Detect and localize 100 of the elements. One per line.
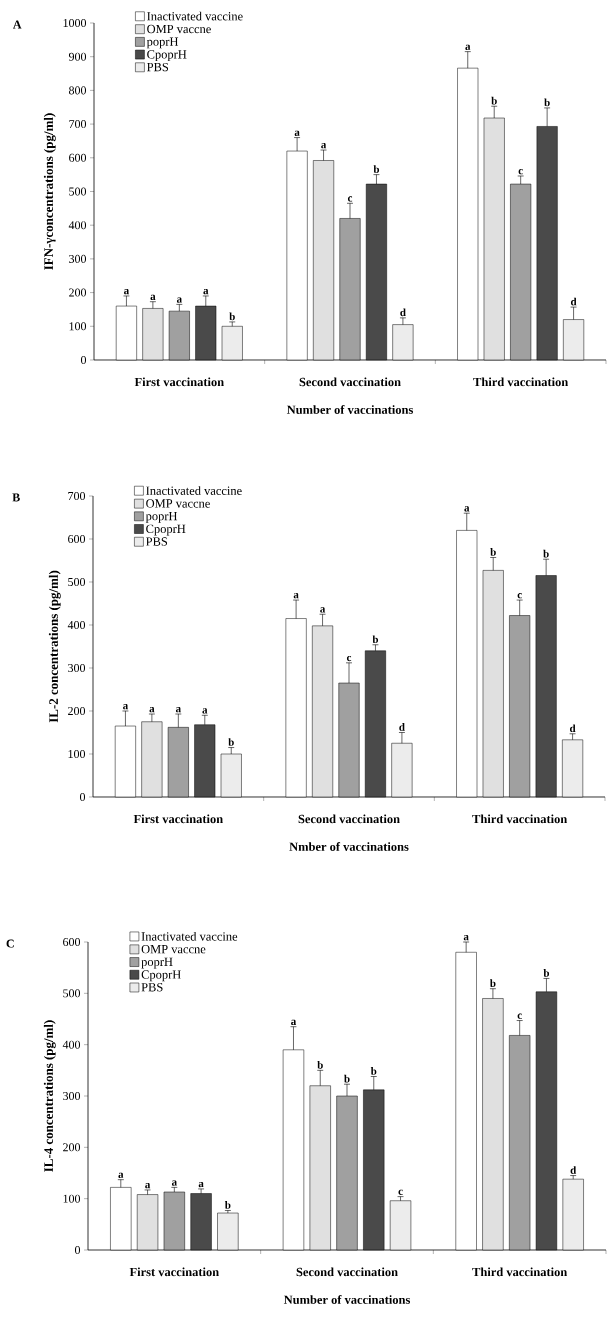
data-label: b (224, 1201, 231, 1209)
y-tick-label: 200 (68, 706, 86, 716)
data-label: d (399, 723, 405, 731)
legend-label: PBS (146, 537, 168, 546)
data-label: b (372, 635, 379, 644)
y-axis-title: IL-2 concentrations (pg/ml) (48, 570, 61, 723)
data-label: c (517, 593, 522, 599)
data-label: a (203, 289, 209, 295)
y-tick-label: 0 (74, 1245, 81, 1255)
y-tick-label: 100 (68, 749, 86, 759)
chart-title: C (6, 939, 14, 948)
x-tick-label: First vaccination (133, 814, 223, 824)
y-tick-label: 700 (68, 491, 86, 501)
x-axis-title: Number of vaccinations (283, 1295, 410, 1304)
legend-label: Inactivated vaccine (146, 486, 242, 495)
x-tick-label: Second vaccination (298, 814, 400, 824)
data-label: b (491, 96, 497, 105)
y-tick-label: 300 (68, 663, 86, 673)
x-axis-title: Number of vaccinations (286, 405, 413, 414)
legend-label: OMP vaccne (141, 945, 206, 954)
data-label: b (543, 969, 550, 977)
y-tick-label: 700 (69, 120, 87, 129)
data-label: b (344, 1074, 350, 1083)
data-label: c (346, 655, 352, 662)
data-label: a (176, 297, 182, 303)
data-label: a (464, 506, 470, 512)
data-label: b (544, 98, 550, 107)
y-tick-label: 900 (68, 52, 87, 61)
x-tick-label: First vaccination (129, 1267, 219, 1277)
y-tick-label: 500 (69, 187, 87, 196)
y-tick-label: 600 (69, 153, 87, 162)
x-tick-label: First vaccination (134, 377, 224, 387)
y-tick-label: 100 (69, 322, 87, 331)
legend-label: OMP vaccne (147, 24, 211, 34)
data-label: c (347, 196, 353, 202)
chart-title: A (13, 20, 22, 29)
data-label: b (370, 1067, 377, 1075)
data-label: a (198, 1181, 204, 1188)
legend-label: Inactivated vaccine (147, 11, 243, 21)
data-label: d (570, 297, 577, 306)
data-label: a (175, 707, 181, 713)
data-label: a (321, 143, 327, 149)
legend-label: PBS (141, 983, 163, 992)
y-tick-label: 0 (80, 355, 87, 365)
data-label: b (228, 738, 234, 746)
y-axis-title: IL-4 concentrations (pg/ml) (43, 1020, 56, 1172)
data-label: c (517, 1013, 522, 1019)
data-label: d (400, 308, 406, 317)
data-label: b (373, 165, 380, 173)
data-label: b (490, 979, 496, 988)
legend-label: poprH (141, 957, 173, 969)
data-label: a (123, 704, 128, 710)
y-tick-label: 200 (69, 288, 87, 297)
y-tick-label: 0 (79, 792, 86, 802)
y-tick-label: 500 (63, 989, 81, 998)
data-label: a (202, 708, 208, 714)
x-axis-title: Nmber of vaccinations (289, 842, 409, 851)
data-label: a (124, 289, 129, 295)
legend-label: CpoprH (141, 970, 181, 982)
y-axis-title: IFN-γconcentrations (pg/ml) (43, 113, 56, 270)
data-label: d (570, 1166, 577, 1174)
y-tick-label: 600 (68, 534, 86, 544)
x-tick-label: Third vaccination (473, 377, 569, 387)
x-tick-label: Third vaccination (472, 814, 568, 824)
data-label: a (293, 593, 299, 599)
data-label: b (229, 312, 235, 321)
y-tick-label: 1000 (63, 18, 87, 28)
data-label: a (291, 1019, 297, 1026)
y-tick-label: 300 (69, 254, 87, 263)
y-tick-label: 800 (69, 86, 87, 95)
data-label: b (317, 1060, 323, 1069)
y-tick-label: 400 (67, 620, 86, 630)
data-label: c (518, 169, 523, 175)
data-label: a (171, 1180, 177, 1186)
data-label: b (543, 549, 549, 558)
y-tick-label: 400 (62, 1040, 81, 1049)
data-label: c (398, 1189, 403, 1195)
x-tick-label: Second vaccination (299, 377, 401, 387)
legend-label: OMP vaccne (146, 499, 210, 508)
legend-label: CpoprH (147, 50, 187, 62)
data-label: a (320, 607, 326, 613)
y-tick-label: 400 (68, 221, 87, 230)
data-label: b (490, 548, 496, 556)
data-label: a (465, 44, 471, 50)
y-tick-label: 200 (63, 1143, 81, 1152)
data-label: d (569, 724, 576, 733)
data-label: a (463, 935, 469, 941)
legend-label: PBS (147, 62, 169, 72)
legend-label: Inactivated vaccine (141, 931, 238, 941)
y-tick-label: 300 (63, 1091, 81, 1101)
legend-label: poprH (145, 512, 178, 523)
chart-title: B (12, 493, 20, 502)
x-tick-label: Second vaccination (296, 1267, 398, 1277)
data-label: a (294, 130, 300, 136)
data-label: a (150, 294, 156, 300)
legend-label: CpoprH (146, 524, 186, 536)
data-label: a (118, 1172, 124, 1178)
y-tick-label: 600 (63, 937, 81, 947)
data-label: a (145, 1183, 151, 1189)
legend-label: poprH (146, 37, 179, 49)
